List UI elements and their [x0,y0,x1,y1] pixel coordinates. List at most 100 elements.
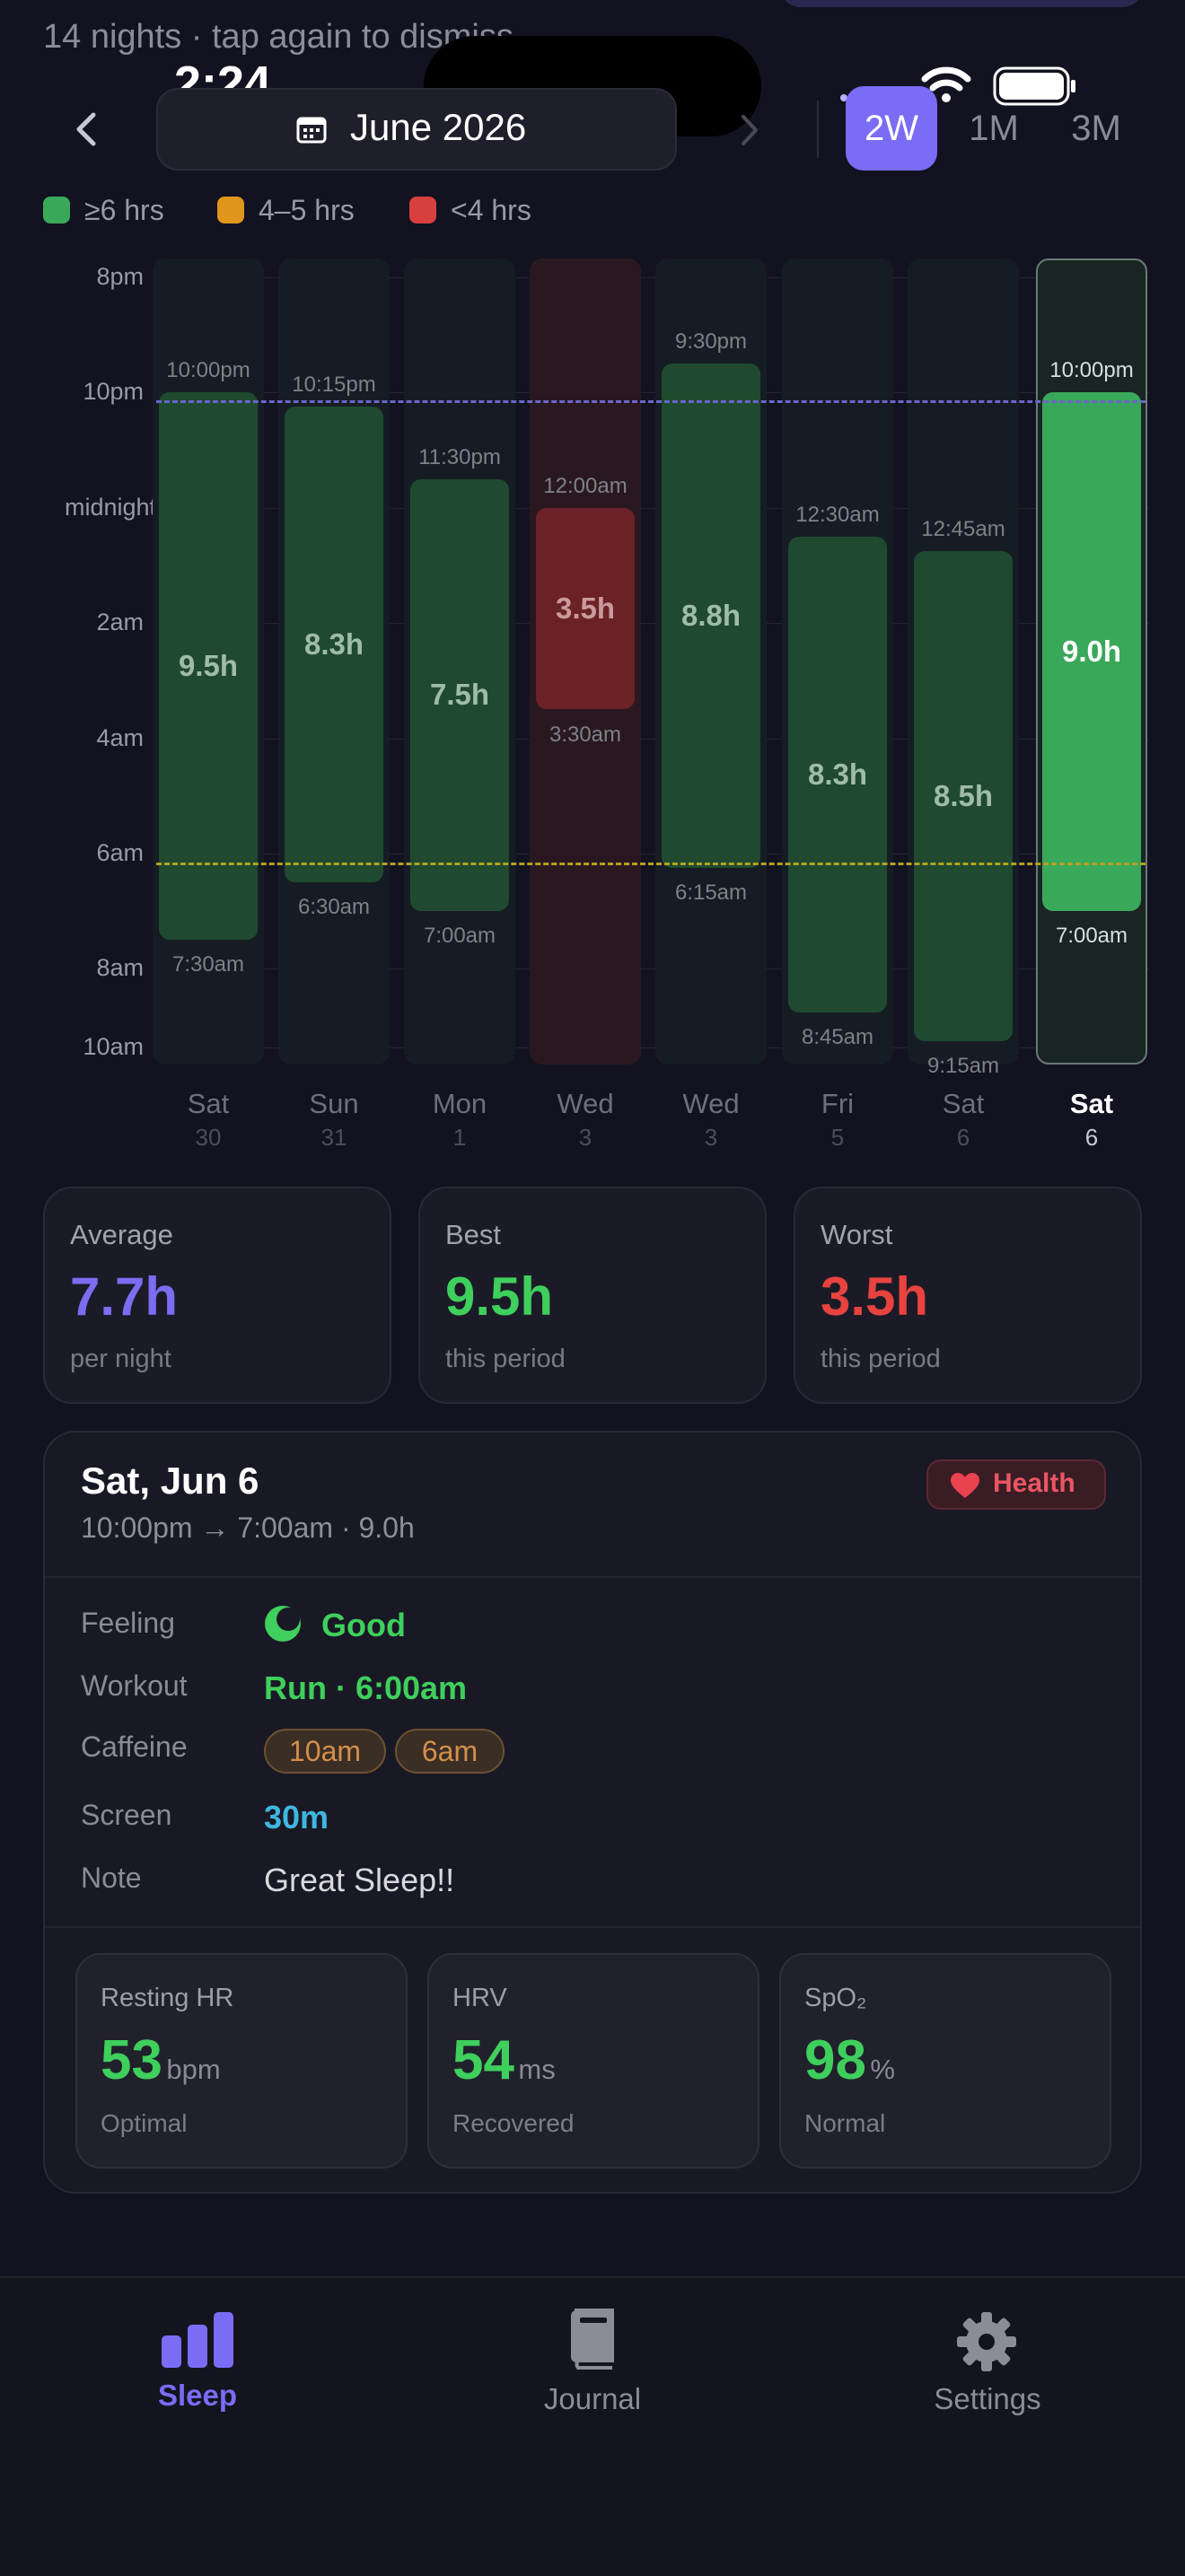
day-name: Wed [682,1088,740,1119]
sleep-bar[interactable]: 9.5h [159,392,258,941]
tab-journal-label: Journal [543,2382,642,2415]
range-2w[interactable]: 2W [846,86,937,171]
day-name: Sat [1069,1088,1114,1119]
legend-green-swatch [43,197,70,223]
sleep-bar[interactable]: 8.5h [914,550,1013,1041]
workout-label: Workout [81,1669,188,1702]
day-number: 6 [956,1124,970,1151]
bedtime-label: 12:00am [543,473,628,498]
grid-line [153,738,1149,740]
y-axis-tick: 8am [96,954,144,982]
y-axis-tick: midnight [65,493,157,521]
feeling-label: Feeling [81,1607,175,1639]
goal-wake-line [156,863,1146,865]
day-number: 5 [830,1124,845,1151]
stat-value: 7.7h [70,1266,179,1327]
resting-hr-card [75,1953,408,2169]
metric-status: Recovered [452,2109,575,2137]
goal-bedtime-line [156,400,1146,403]
back-chevron-icon[interactable] [63,104,113,154]
y-axis-tick: 4am [96,723,144,751]
average-card [43,1187,391,1404]
grid-line [153,1047,1149,1048]
day-name: Mon [432,1088,487,1119]
bedtime-label: 10:00pm [166,358,250,383]
metric-unit: % [870,2054,895,2085]
bedtime-label: 12:30am [795,502,880,527]
caffeine-chip: 10am [264,1729,386,1774]
range-1m[interactable]: 1M [969,109,1019,148]
metric-reading: 54 ms [452,2028,556,2092]
grid-line [153,507,1149,509]
metric-reading: 53 bpm [101,2028,221,2092]
spo2-card [779,1953,1111,2169]
stat-label: Worst [821,1219,893,1250]
wake-label: 9:15am [926,1053,1000,1078]
day-number: 1 [452,1124,467,1151]
sleep-bar[interactable]: 3.5h [536,507,635,710]
metric-label: HRV [452,1984,507,2012]
metric-unit: bpm [166,2054,221,2085]
sleep-bar[interactable]: 8.3h [788,536,887,1012]
sleep-bar[interactable]: 9.0h [1042,392,1141,912]
bedtime-label: 9:30pm [674,329,748,355]
workout-value: Run · 6:00am [264,1669,468,1706]
metric-reading: 98 % [804,2028,895,2092]
sleep-bar[interactable]: 8.3h [285,407,383,883]
day-number: 6 [1084,1124,1099,1151]
day-name: Sun [309,1088,359,1119]
y-axis-tick: 10pm [83,378,144,406]
forward-chevron-icon[interactable] [734,108,767,153]
calendar-icon [296,117,327,144]
health-badge-label: Health [993,1468,1075,1498]
month-picker[interactable] [156,88,677,171]
battery-icon [993,66,1075,106]
y-axis-tick: 10am [83,1033,144,1060]
wake-label: 7:00am [1055,924,1128,949]
metric-unit: ms [518,2054,556,2085]
metric-status: Normal [804,2109,886,2137]
legend-label: <4 hrs [451,194,531,226]
stat-value: 3.5h [821,1266,929,1327]
day-name: Wed [557,1088,614,1119]
note-value: Great Sleep!! [264,1862,455,1898]
caffeine-chip: 6am [395,1729,505,1774]
stat-sub: this period [445,1345,566,1373]
day-name: Sat [942,1088,985,1119]
moon-icon [265,1606,301,1642]
day-number: 3 [704,1124,718,1151]
sleep-chart: 8pm 10pm midnight 2am 4am 6am 8am 10am 9.5h 10:00… [0,0,1185,1167]
page-subtitle: 14 nights · tap again to dismiss [43,18,514,56]
legend-orange-swatch [217,197,244,223]
metric-status: Optimal [101,2109,188,2137]
day-number: 31 [320,1124,347,1151]
hrv-card [427,1953,759,2169]
stat-sub: per night [70,1345,171,1373]
caffeine-label: Caffeine [81,1730,188,1763]
legend-label: 4–5 hrs [259,194,355,226]
bedtime-label: 12:45am [921,516,1005,541]
metric-label: Resting HR [101,1984,234,2012]
worst-card [794,1187,1142,1404]
grid-line [153,968,1149,970]
metric-label: SpO₂ [804,1984,867,2012]
wake-label: 6:15am [674,881,748,906]
range-3m[interactable]: 3M [1071,109,1121,148]
sleep-bar[interactable]: 7.5h [410,478,509,912]
wake-label: 3:30am [549,722,622,747]
best-card [418,1187,767,1404]
bedtime-label: 10:00pm [1049,358,1134,383]
day-name: Fri [821,1088,855,1119]
stat-label: Average [70,1219,173,1250]
sleep-bar[interactable]: 8.8h [662,364,760,869]
legend-red-swatch [409,197,436,223]
heart-icon [951,1473,979,1498]
y-axis-tick: 8pm [96,263,144,290]
bar-chart-icon [162,2312,233,2368]
day-name: Sat [187,1088,230,1119]
wake-label: 8:45am [801,1024,874,1049]
wake-label: 7:30am [171,952,245,977]
y-axis-tick: 6am [96,839,144,866]
detail-subtitle: 10:00pm → 7:00am · 9.0h [81,1511,415,1544]
top-action-pill[interactable] [779,0,1144,7]
